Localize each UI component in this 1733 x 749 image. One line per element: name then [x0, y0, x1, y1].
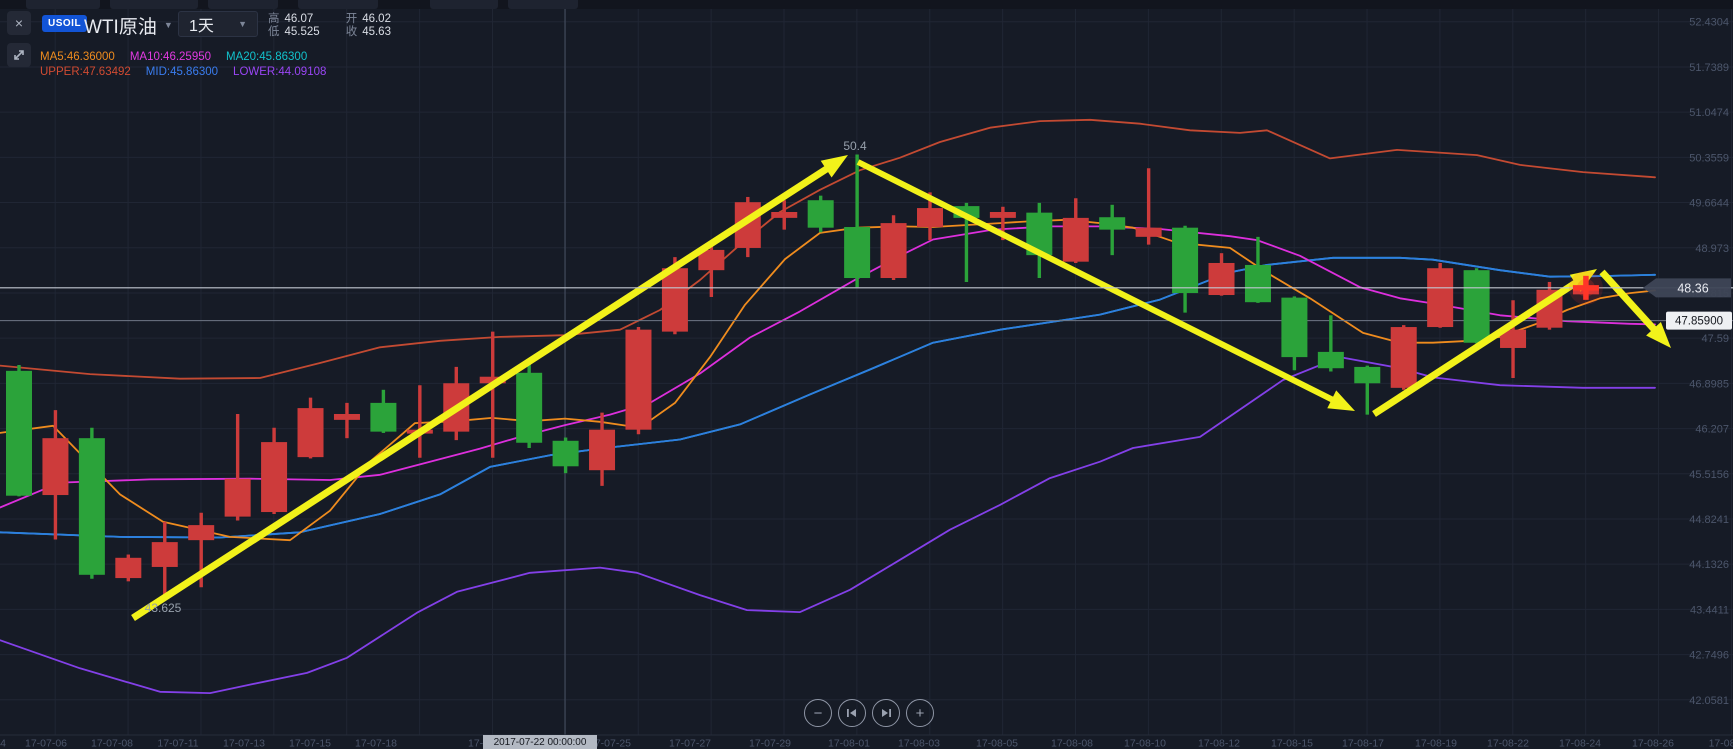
svg-text:48.973: 48.973 [1695, 243, 1729, 255]
svg-text:47.85900: 47.85900 [1675, 316, 1723, 328]
close-button[interactable]: × [7, 11, 31, 35]
window-tabs-strip [0, 0, 1733, 9]
legend-mid: MID:45.86300 [145, 66, 219, 78]
open-label: 开 [345, 13, 358, 25]
tab-fragment [430, 0, 498, 9]
high-value: 46.07 [284, 13, 314, 25]
page-title: WTI原油 [84, 16, 157, 38]
svg-text:49.6644: 49.6644 [1689, 198, 1729, 210]
timeframe-value: 1天 [189, 18, 214, 35]
svg-text:48.36: 48.36 [1677, 281, 1708, 295]
symbol-badge: USOIL [42, 15, 88, 32]
svg-text:17-07-13: 17-07-13 [223, 738, 265, 749]
tab-fragment [26, 0, 100, 9]
svg-text:50.4: 50.4 [843, 139, 867, 153]
svg-text:52.4304: 52.4304 [1689, 17, 1729, 29]
zoom-out-button[interactable]: − [804, 699, 832, 727]
svg-text:17-07-08: 17-07-08 [91, 738, 133, 749]
expand-icon [14, 50, 24, 60]
low-label: 低 [268, 26, 280, 38]
svg-text:44.8241: 44.8241 [1689, 514, 1729, 526]
low-value: 45.525 [284, 26, 320, 38]
go-to-end-button[interactable] [872, 699, 900, 727]
svg-text:17-08-26: 17-08-26 [1632, 738, 1674, 749]
ohlc-readout: 高 46.07 低 45.525 开 46.02 收 45.63 [268, 13, 391, 39]
svg-text:17-07-27: 17-07-27 [669, 738, 711, 749]
svg-text:17-07-25: 17-07-25 [589, 738, 631, 749]
legend-ma20: MA20:45.86300 [226, 51, 308, 63]
svg-text:17-08: 17-08 [1709, 738, 1733, 749]
svg-text:4: 4 [0, 738, 6, 749]
svg-text:17-08-05: 17-08-05 [976, 738, 1018, 749]
svg-text:17-08-03: 17-08-03 [898, 738, 940, 749]
svg-text:17-08-24: 17-08-24 [1559, 738, 1601, 749]
timeframe-dropdown[interactable]: 1天 ▼ [178, 11, 258, 37]
chevron-down-icon: ▼ [238, 19, 247, 29]
zoom-in-button[interactable]: + [906, 699, 934, 727]
svg-text:17-07-06: 17-07-06 [25, 738, 67, 749]
svg-text:17-07-15: 17-07-15 [289, 738, 331, 749]
go-to-start-button[interactable] [838, 699, 866, 727]
svg-text:45.5156: 45.5156 [1689, 469, 1729, 481]
expand-button[interactable] [7, 43, 31, 67]
svg-text:17-07-11: 17-07-11 [157, 738, 198, 749]
chart-nav-controls: − + [804, 699, 934, 727]
tab-fragment [110, 0, 198, 9]
open-value: 46.02 [362, 13, 391, 25]
svg-text:42.0581: 42.0581 [1689, 695, 1729, 707]
tab-fragment [208, 0, 278, 9]
svg-text:17-08-19: 17-08-19 [1415, 738, 1457, 749]
legend-upper: UPPER:47.63492 [40, 66, 131, 78]
symbol-title-dropdown[interactable]: WTI原油 ▼ [84, 12, 173, 38]
ma-legend: MA5:46.36000 MA10:46.25950 MA20:45.86300 [40, 51, 307, 63]
svg-text:17-08-22: 17-08-22 [1487, 738, 1529, 749]
svg-text:51.7389: 51.7389 [1689, 62, 1729, 74]
crosshair-date-tooltip: 2017-07-22 00:00:00 [483, 735, 597, 749]
svg-text:17-08-01: 17-08-01 [828, 738, 870, 749]
svg-text:51.0474: 51.0474 [1689, 107, 1729, 119]
chevron-down-icon: ▼ [163, 20, 173, 30]
boll-legend: UPPER:47.63492 MID:45.86300 LOWER:44.091… [40, 66, 326, 78]
svg-text:17-08-08: 17-08-08 [1051, 738, 1093, 749]
skip-end-icon [882, 709, 891, 717]
svg-text:43.4411: 43.4411 [1690, 604, 1729, 616]
svg-text:17-08-10: 17-08-10 [1124, 738, 1166, 749]
svg-text:43.625: 43.625 [145, 601, 182, 615]
svg-text:17-07-18: 17-07-18 [355, 738, 397, 749]
high-label: 高 [268, 13, 280, 25]
svg-text:44.1326: 44.1326 [1689, 559, 1729, 571]
svg-text:17-07-29: 17-07-29 [749, 738, 791, 749]
skip-start-icon [847, 709, 856, 717]
svg-text:17-08-12: 17-08-12 [1198, 738, 1240, 749]
svg-text:17-08-15: 17-08-15 [1271, 738, 1313, 749]
svg-text:46.8985: 46.8985 [1689, 378, 1729, 390]
svg-text:46.207: 46.207 [1695, 424, 1729, 436]
svg-text:47.59: 47.59 [1701, 333, 1729, 345]
legend-ma10: MA10:46.25950 [129, 51, 212, 63]
legend-lower: LOWER:44.09108 [233, 66, 327, 78]
close-value: 45.63 [362, 26, 391, 38]
close-label: 收 [345, 26, 358, 38]
tab-fragment [298, 0, 378, 9]
legend-ma5: MA5:46.36000 [40, 51, 115, 63]
tab-fragment [508, 0, 578, 9]
svg-text:50.3559: 50.3559 [1689, 152, 1729, 164]
svg-text:42.7496: 42.7496 [1689, 650, 1729, 662]
svg-text:17-08-17: 17-08-17 [1342, 738, 1384, 749]
